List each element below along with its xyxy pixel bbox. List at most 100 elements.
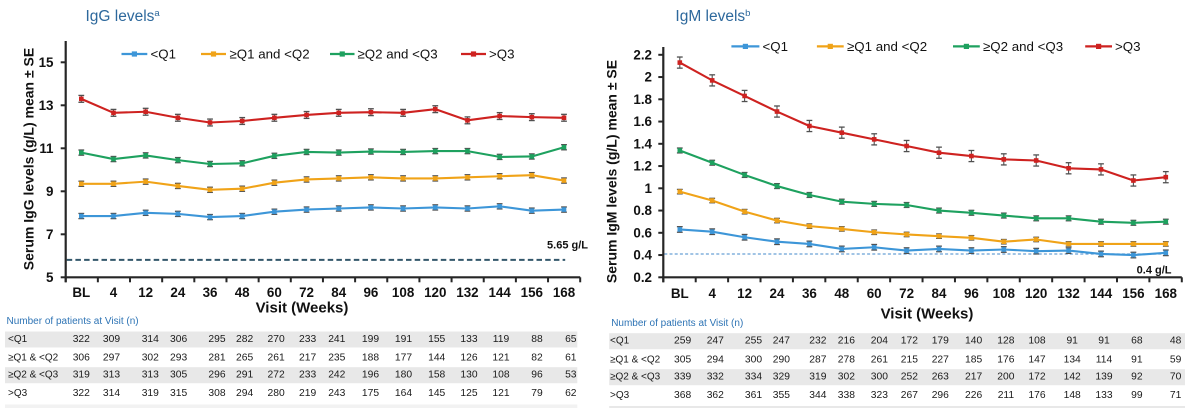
svg-text:68: 68 [1131,336,1143,347]
svg-text:290: 290 [773,354,790,365]
svg-text:291: 291 [236,370,253,381]
svg-text:319: 319 [142,388,159,399]
svg-text:319: 319 [73,370,90,381]
svg-text:Visit (Weeks): Visit (Weeks) [256,300,349,317]
svg-text:215: 215 [901,354,918,365]
svg-text:219: 219 [299,388,316,399]
svg-text:314: 314 [103,388,120,399]
svg-text:9: 9 [46,184,53,199]
svg-text:233: 233 [299,370,316,381]
svg-text:133: 133 [1095,390,1112,401]
svg-text:≥Q2 and <Q3: ≥Q2 and <Q3 [983,39,1063,54]
svg-text:92: 92 [1131,372,1143,383]
svg-text:0.8: 0.8 [633,203,652,218]
svg-text:281: 281 [208,352,225,363]
svg-text:61: 61 [565,352,577,363]
svg-text:329: 329 [773,372,790,383]
svg-text:200: 200 [997,372,1014,383]
svg-text:36: 36 [203,285,218,300]
svg-text:168: 168 [553,285,576,300]
svg-text:96: 96 [531,370,543,381]
svg-text:306: 306 [170,334,187,345]
svg-text:5: 5 [46,270,54,285]
svg-text:120: 120 [1025,286,1047,301]
svg-text:179: 179 [932,336,949,347]
svg-text:<Q1: <Q1 [8,334,28,345]
svg-text:177: 177 [395,352,412,363]
svg-text:15: 15 [39,55,54,70]
svg-text:295: 295 [208,334,225,345]
svg-text:323: 323 [871,390,888,401]
svg-text:278: 278 [838,354,855,365]
svg-text:13: 13 [39,98,54,113]
svg-text:125: 125 [460,388,477,399]
svg-text:11: 11 [39,141,54,156]
svg-text:60: 60 [267,285,282,300]
svg-text:172: 172 [1028,372,1045,383]
svg-text:233: 233 [299,334,316,345]
svg-text:147: 147 [1028,354,1045,365]
svg-text:132: 132 [1057,286,1079,301]
svg-text:>Q3: >Q3 [1115,39,1141,54]
svg-text:48: 48 [235,285,250,300]
svg-text:2.2: 2.2 [633,47,652,62]
svg-text:96: 96 [964,286,979,301]
svg-text:217: 217 [299,352,316,363]
svg-text:313: 313 [142,370,159,381]
svg-text:≥Q2 & <Q3: ≥Q2 & <Q3 [8,370,59,381]
svg-text:272: 272 [268,370,285,381]
svg-text:338: 338 [838,390,855,401]
svg-text:Visit (Weeks): Visit (Weeks) [881,306,974,323]
svg-text:308: 308 [208,388,225,399]
svg-text:Serum IgM levels (g/L) mean ±: Serum IgM levels (g/L) mean ± SE [604,60,620,283]
svg-text:7: 7 [46,227,53,242]
svg-text:48: 48 [1170,336,1182,347]
svg-text:196: 196 [362,370,379,381]
svg-text:24: 24 [770,286,785,301]
svg-text:139: 139 [1095,372,1112,383]
svg-text:300: 300 [745,354,762,365]
svg-text:211: 211 [998,390,1015,401]
svg-text:53: 53 [565,370,577,381]
svg-text:65: 65 [565,334,577,345]
svg-text:306: 306 [73,352,90,363]
svg-text:≥Q2 & <Q3: ≥Q2 & <Q3 [610,372,661,383]
svg-text:309: 309 [103,334,120,345]
svg-text:156: 156 [1122,286,1144,301]
svg-text:≥Q1 and <Q2: ≥Q1 and <Q2 [230,47,310,62]
svg-text:4: 4 [708,286,716,301]
svg-text:216: 216 [838,336,855,347]
svg-text:204: 204 [871,336,888,347]
svg-text:BL: BL [671,286,689,301]
svg-text:134: 134 [1064,354,1081,365]
svg-text:1.2: 1.2 [633,159,652,174]
svg-text:119: 119 [493,334,510,345]
svg-text:252: 252 [901,372,918,383]
svg-text:180: 180 [395,370,412,381]
svg-text:>Q3: >Q3 [489,47,515,62]
svg-text:12: 12 [737,286,752,301]
svg-text:91: 91 [1131,354,1143,365]
svg-text:164: 164 [395,388,412,399]
svg-text:261: 261 [268,352,285,363]
svg-text:<Q1: <Q1 [151,47,177,62]
svg-text:305: 305 [674,354,691,365]
svg-text:293: 293 [170,352,187,363]
svg-text:148: 148 [1064,390,1081,401]
svg-text:120: 120 [424,285,446,300]
svg-text:155: 155 [428,334,445,345]
svg-text:121: 121 [492,352,509,363]
svg-text:108: 108 [392,285,415,300]
svg-text:294: 294 [236,388,253,399]
svg-text:191: 191 [395,334,412,345]
svg-text:297: 297 [103,352,120,363]
svg-text:BL: BL [72,285,90,300]
svg-text:70: 70 [1170,372,1182,383]
svg-text:156: 156 [521,285,543,300]
svg-text:128: 128 [997,336,1014,347]
svg-text:1: 1 [645,181,653,196]
svg-text:314: 314 [142,334,159,345]
svg-text:263: 263 [932,372,949,383]
svg-text:71: 71 [1170,390,1182,401]
svg-text:232: 232 [809,336,826,347]
